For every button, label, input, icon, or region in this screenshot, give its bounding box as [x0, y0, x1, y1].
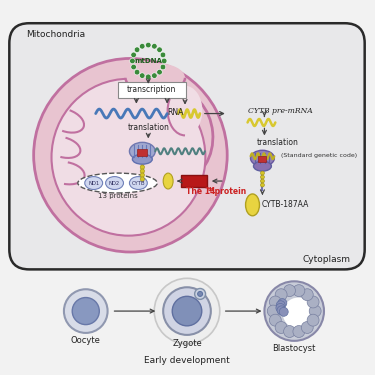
Ellipse shape [251, 150, 274, 166]
Circle shape [140, 177, 144, 181]
Text: Oocyte: Oocyte [71, 336, 101, 345]
FancyBboxPatch shape [9, 23, 364, 269]
Text: th: th [208, 188, 214, 192]
Text: Early development: Early development [144, 356, 230, 365]
Circle shape [261, 171, 264, 175]
Circle shape [261, 179, 264, 183]
Ellipse shape [129, 177, 147, 189]
Text: CYTB: CYTB [132, 180, 145, 186]
Text: protein: protein [212, 188, 246, 196]
Circle shape [307, 314, 319, 326]
Text: RNA: RNA [167, 108, 183, 117]
Text: Blastocyst: Blastocyst [273, 344, 316, 353]
Text: CYTB pre-mRNA: CYTB pre-mRNA [248, 106, 312, 115]
Circle shape [152, 73, 157, 78]
FancyBboxPatch shape [117, 82, 186, 98]
Bar [258, 156, 266, 162]
Circle shape [278, 298, 287, 307]
Circle shape [163, 287, 211, 335]
Text: transcription: transcription [127, 85, 176, 94]
Text: Cytoplasm: Cytoplasm [303, 255, 351, 264]
Text: Mitochondria: Mitochondria [26, 30, 86, 39]
Circle shape [152, 44, 157, 49]
Bar [181, 175, 207, 187]
Circle shape [275, 289, 287, 301]
Circle shape [277, 306, 286, 315]
Circle shape [131, 52, 136, 58]
Circle shape [131, 64, 136, 70]
Circle shape [140, 165, 144, 170]
Ellipse shape [132, 154, 152, 164]
Circle shape [140, 44, 145, 49]
Text: CYTB-187AA: CYTB-187AA [261, 200, 309, 209]
Circle shape [307, 296, 319, 308]
Ellipse shape [246, 194, 260, 216]
Circle shape [161, 58, 167, 64]
Circle shape [64, 289, 108, 333]
Circle shape [261, 183, 264, 187]
Circle shape [72, 297, 99, 325]
Circle shape [157, 47, 162, 53]
Circle shape [293, 285, 305, 297]
Circle shape [140, 173, 144, 177]
Circle shape [275, 321, 287, 333]
Ellipse shape [254, 161, 272, 171]
Ellipse shape [34, 58, 227, 252]
Circle shape [140, 73, 145, 78]
Circle shape [293, 326, 305, 338]
Circle shape [154, 278, 220, 344]
Circle shape [269, 296, 281, 308]
Circle shape [269, 314, 281, 326]
Circle shape [302, 321, 313, 333]
Ellipse shape [129, 142, 155, 160]
Text: mtDNA: mtDNA [134, 58, 162, 64]
Circle shape [279, 308, 288, 316]
Ellipse shape [126, 63, 185, 93]
Bar [137, 149, 147, 156]
Text: ND1: ND1 [88, 180, 99, 186]
Text: The 14: The 14 [186, 188, 215, 196]
Text: 13 proteins: 13 proteins [98, 193, 137, 199]
Circle shape [134, 69, 140, 75]
Text: translation: translation [256, 138, 298, 147]
Circle shape [160, 64, 166, 70]
Circle shape [157, 69, 162, 75]
Circle shape [172, 296, 202, 326]
Circle shape [160, 52, 166, 58]
Circle shape [134, 47, 140, 53]
Text: (Standard genetic code): (Standard genetic code) [281, 153, 357, 158]
Text: ND2: ND2 [109, 180, 120, 186]
Circle shape [261, 175, 264, 179]
Circle shape [276, 301, 285, 310]
Text: Zygote: Zygote [172, 339, 202, 348]
Ellipse shape [163, 173, 173, 189]
Circle shape [140, 169, 144, 173]
Circle shape [284, 285, 296, 297]
Circle shape [309, 305, 321, 317]
Circle shape [302, 289, 313, 301]
Ellipse shape [78, 173, 157, 193]
Circle shape [283, 298, 314, 328]
Circle shape [130, 58, 135, 64]
Circle shape [198, 291, 202, 296]
Text: translation: translation [128, 123, 169, 132]
Circle shape [267, 305, 279, 317]
Circle shape [146, 74, 151, 80]
Ellipse shape [143, 91, 213, 180]
Circle shape [264, 281, 324, 341]
Circle shape [284, 326, 296, 338]
Circle shape [146, 42, 151, 48]
Ellipse shape [51, 79, 206, 236]
Circle shape [195, 288, 206, 299]
Ellipse shape [106, 177, 123, 189]
Circle shape [276, 303, 285, 312]
Ellipse shape [168, 86, 202, 135]
Ellipse shape [85, 177, 103, 189]
